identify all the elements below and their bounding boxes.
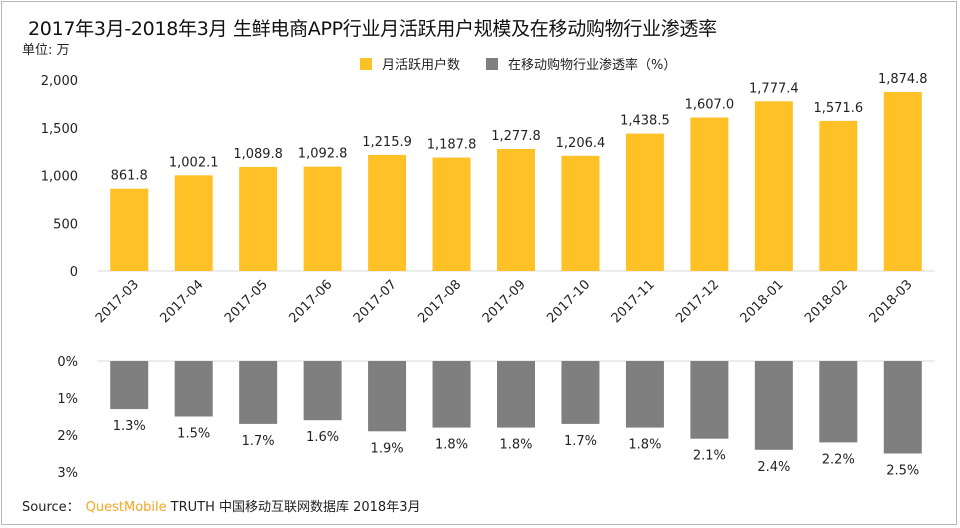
data-label-penetration: 1.7% <box>564 434 597 449</box>
source-text: TRUTH 中国移动互联网数据库 2018年3月 <box>170 500 421 515</box>
bar-mau <box>303 166 342 271</box>
bar-penetration <box>561 361 600 424</box>
bar-penetration <box>110 361 149 410</box>
x-tick-label: 2017-04 <box>157 277 206 326</box>
bar-penetration <box>239 361 278 424</box>
legend-item-mau: 月活跃用户数 <box>360 54 460 73</box>
x-tick-label: 2017-08 <box>415 277 464 326</box>
y2-tick-label: 2% <box>57 429 78 444</box>
bar-mau <box>432 157 471 271</box>
source-note: Source： QuestMobile TRUTH 中国移动互联网数据库 2018年… <box>22 496 420 515</box>
data-label-mau: 1,092.8 <box>298 147 348 162</box>
x-tick-label: 2018-03 <box>867 277 916 326</box>
data-label-penetration: 1.3% <box>113 419 146 434</box>
x-tick-label: 2017-10 <box>544 277 593 326</box>
data-label-mau: 1,438.5 <box>620 114 670 129</box>
data-label-mau: 1,206.4 <box>556 136 606 151</box>
data-label-mau: 1,571.6 <box>813 101 863 116</box>
data-label-penetration: 2.5% <box>886 464 919 479</box>
y-tick-label: 1,000 <box>41 170 78 185</box>
y-tick-label: 2,000 <box>41 74 78 89</box>
data-label-mau: 1,215.9 <box>362 135 412 150</box>
source-brand: QuestMobile <box>85 500 167 515</box>
bar-mau <box>174 175 213 271</box>
x-tick-label: 2017-09 <box>480 277 529 326</box>
bar-penetration <box>368 361 407 432</box>
data-label-penetration: 2.2% <box>822 452 855 467</box>
data-label-penetration: 2.4% <box>757 460 790 475</box>
legend: 月活跃用户数 在移动购物行业渗透率（%） <box>360 54 702 73</box>
data-label-mau: 1,089.8 <box>233 147 283 162</box>
y2-tick-label: 0% <box>57 355 78 370</box>
unit-label: 单位: 万 <box>22 43 70 58</box>
y-tick-label: 500 <box>53 217 78 232</box>
data-label-mau: 1,874.8 <box>878 72 928 87</box>
legend-label-mau: 月活跃用户数 <box>382 58 461 73</box>
bar-penetration <box>432 361 471 428</box>
x-tick-label: 2017-07 <box>351 277 400 326</box>
data-label-penetration: 1.6% <box>306 430 339 445</box>
data-label-penetration: 1.8% <box>499 438 532 453</box>
bar-penetration <box>883 361 922 454</box>
data-label-penetration: 1.7% <box>242 434 275 449</box>
x-tick-label: 2018-01 <box>738 277 787 326</box>
bar-mau <box>883 91 922 271</box>
bar-mau <box>690 117 729 272</box>
y2-tick-label: 1% <box>57 392 78 407</box>
bar-penetration <box>303 361 342 421</box>
y-tick-label: 1,500 <box>41 122 78 137</box>
legend-swatch-mau <box>360 57 372 70</box>
legend-label-penetration: 在移动购物行业渗透率（%） <box>508 58 677 73</box>
data-label-penetration: 1.5% <box>177 427 210 442</box>
legend-swatch-penetration <box>486 57 499 70</box>
data-label-penetration: 1.9% <box>371 441 404 456</box>
x-tick-label: 2017-06 <box>286 277 335 326</box>
y2-tick-label: 3% <box>57 466 78 481</box>
source-prefix: Source： <box>22 500 80 515</box>
x-tick-label: 2017-11 <box>609 277 658 326</box>
bar-mau <box>110 188 149 271</box>
data-label-mau: 1,277.8 <box>491 129 541 144</box>
chart-title: 2017年3月-2018年3月 生鲜电商APP行业月活跃用户规模及在移动购物行业… <box>28 18 717 40</box>
x-tick-label: 2017-12 <box>673 277 722 326</box>
x-tick-label: 2018-02 <box>802 277 851 326</box>
data-label-mau: 1,777.4 <box>749 81 799 96</box>
x-tick-label: 2017-05 <box>222 277 271 326</box>
bar-penetration <box>174 361 213 417</box>
data-label-mau: 1,002.1 <box>169 155 219 170</box>
data-label-mau: 861.8 <box>111 169 148 184</box>
bar-penetration <box>754 361 793 450</box>
data-label-penetration: 2.1% <box>693 449 726 464</box>
bar-mau <box>368 154 407 271</box>
bar-mau <box>819 120 858 271</box>
y-tick-label: 0 <box>70 265 78 280</box>
bar-mau <box>239 166 278 271</box>
data-label-penetration: 1.8% <box>628 438 661 453</box>
bar-penetration <box>625 361 664 428</box>
bar-penetration <box>690 361 729 439</box>
bar-penetration <box>497 361 535 428</box>
bar-mau <box>625 133 664 271</box>
data-label-mau: 1,607.0 <box>685 98 735 113</box>
bar-mau <box>754 101 793 271</box>
x-tick-label: 2017-03 <box>93 277 142 326</box>
bar-penetration <box>819 361 858 443</box>
data-label-mau: 1,187.8 <box>427 138 477 153</box>
data-label-penetration: 1.8% <box>435 438 468 453</box>
bar-mau <box>497 148 535 271</box>
legend-item-penetration: 在移动购物行业渗透率（%） <box>486 54 676 73</box>
bar-mau <box>561 155 600 271</box>
